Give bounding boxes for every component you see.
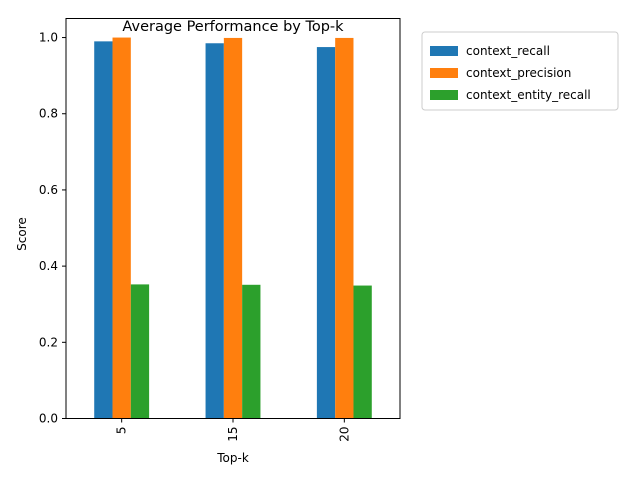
y-tick-label: 0.8 [39, 107, 58, 121]
x-tick-label: 15 [226, 427, 240, 442]
legend: context_recall context_precision context_e… [421, 31, 619, 111]
x-tick-label: 20 [337, 427, 351, 442]
legend-swatch-context-entity-recall [430, 90, 458, 100]
y-axis-ticks: 0.0 0.2 0.4 0.6 0.8 1.0 [39, 31, 66, 426]
chart-title: Average Performance by Top-k [122, 19, 344, 35]
x-axis-ticks: 5 15 20 [115, 418, 351, 442]
legend-swatch-context-precision [430, 68, 458, 78]
y-tick-label: 1.0 [39, 31, 58, 45]
bar-context-precision-20 [335, 37, 354, 419]
y-tick-label: 0.6 [39, 183, 58, 197]
bar-context-entity-recall-15 [242, 284, 261, 419]
bar-context-entity-recall-20 [353, 285, 372, 419]
bar-context-recall-5 [94, 41, 113, 419]
legend-box [421, 31, 619, 111]
y-tick-label: 0.4 [39, 259, 58, 273]
bar-context-recall-15 [205, 43, 224, 419]
y-tick-label: 0.2 [39, 335, 58, 349]
legend-label-context-entity-recall: context_entity_recall [466, 88, 591, 102]
bar-context-recall-20 [316, 47, 336, 419]
x-axis-label: Top-k [216, 451, 249, 465]
bar-context-precision-15 [223, 37, 243, 419]
bar-context-entity-recall-5 [130, 284, 150, 419]
bars-layer [94, 37, 372, 419]
legend-label-context-precision: context_precision [466, 66, 571, 80]
legend-swatch-context-recall [430, 46, 458, 56]
legend-label-context-recall: context_recall [466, 44, 550, 58]
bar-context-precision-5 [112, 37, 131, 419]
x-tick-label: 5 [115, 427, 129, 435]
y-axis-label: Score [15, 217, 29, 251]
y-tick-label: 0.0 [39, 412, 58, 426]
